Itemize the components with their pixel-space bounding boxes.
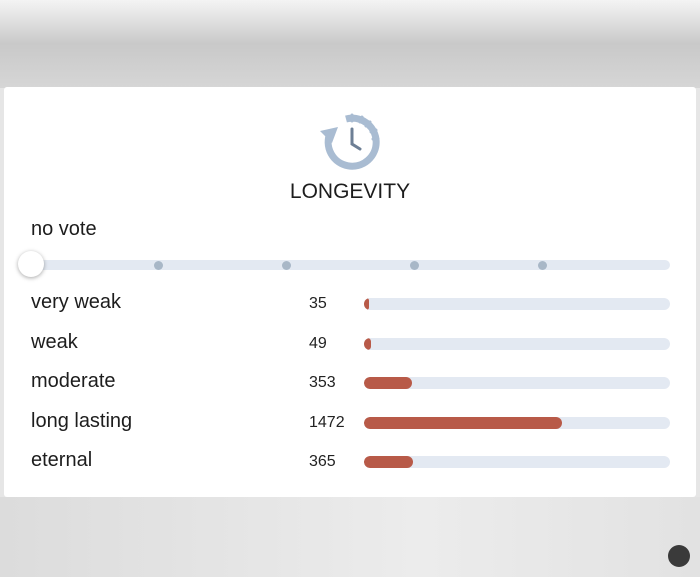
slider-knob[interactable] — [18, 251, 44, 277]
browser-chrome — [0, 0, 700, 88]
row-label: long lasting — [31, 409, 133, 432]
bar-track — [364, 337, 670, 350]
bar — [364, 377, 412, 389]
bar — [364, 337, 371, 350]
longevity-icon — [320, 113, 380, 170]
background — [0, 497, 700, 577]
bar — [364, 416, 563, 429]
result-row: very weak 35 — [4, 289, 696, 319]
bar-track — [364, 377, 670, 389]
bar — [364, 456, 414, 468]
row-label: weak — [31, 330, 78, 353]
slider-stop[interactable] — [537, 261, 547, 270]
vote-status: no vote — [31, 218, 97, 240]
row-count: 49 — [309, 334, 327, 352]
result-row: moderate 353 — [4, 368, 696, 398]
bar — [364, 298, 369, 310]
row-count: 365 — [309, 453, 336, 470]
bar-track — [364, 456, 670, 468]
row-label: moderate — [31, 370, 116, 392]
row-label: very weak — [31, 291, 122, 313]
bar-track — [364, 298, 670, 310]
result-row: long lasting 1472 — [4, 408, 696, 438]
row-count: 35 — [309, 295, 327, 312]
title: LONGEVITY — [289, 180, 411, 203]
result-row: eternal 365 — [4, 447, 696, 477]
row-count: 353 — [309, 374, 336, 391]
scan-button[interactable] — [668, 545, 690, 567]
slider-stop[interactable] — [409, 261, 419, 270]
row-label: eternal — [31, 449, 93, 471]
row-count: 1472 — [309, 413, 345, 431]
vote-slider[interactable] — [31, 260, 670, 270]
slider-stop[interactable] — [281, 261, 291, 270]
result-row: weak 49 — [4, 329, 696, 359]
bar-track — [364, 416, 670, 429]
longevity-card: LONGEVITY no vote very weak 35 weak 49 moder… — [4, 87, 696, 497]
slider-stop[interactable] — [153, 261, 163, 270]
